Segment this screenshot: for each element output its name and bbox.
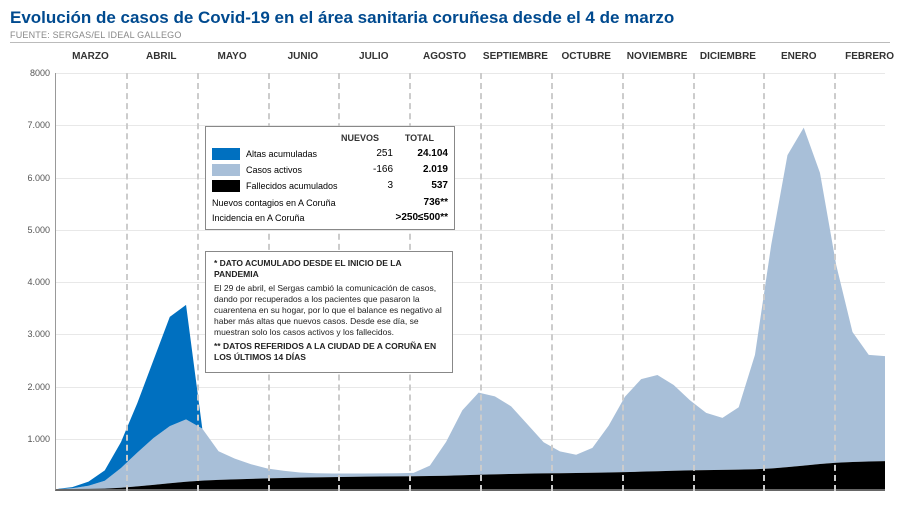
month-label: DICIEMBRE <box>700 51 756 62</box>
chart-subtitle: FUENTE: SERGAS/EL IDEAL GALLEGO <box>10 30 890 40</box>
y-tick-label: 8000 <box>10 68 50 78</box>
legend-total: 2.019 <box>393 164 448 175</box>
legend-label: Fallecidos acumulados <box>246 181 338 191</box>
y-tick-label: 1.000 <box>10 434 50 444</box>
legend-foot-value: 736** <box>368 197 448 208</box>
legend-foot-label: Nuevos contagios en A Coruña <box>212 198 368 208</box>
month-label: JUNIO <box>288 51 319 62</box>
legend-nuevos: 251 <box>338 148 393 159</box>
month-label: MAYO <box>218 51 247 62</box>
month-label: SEPTIEMBRE <box>483 51 548 62</box>
month-label: NOVIEMBRE <box>627 51 688 62</box>
month-label: JULIO <box>359 51 388 62</box>
legend-foot-row: Nuevos contagios en A Coruña736** <box>212 197 448 208</box>
note-box: * DATO ACUMULADO DESDE EL INICIO DE LA P… <box>205 251 453 373</box>
legend-total: 537 <box>393 180 448 191</box>
month-separator <box>126 73 128 491</box>
month-label: ENERO <box>781 51 817 62</box>
month-label: OCTUBRE <box>562 51 611 62</box>
y-tick-label: 6.000 <box>10 173 50 183</box>
month-label: AGOSTO <box>423 51 466 62</box>
legend-label: Altas acumuladas <box>246 149 338 159</box>
month-label: FEBRERO <box>845 51 894 62</box>
legend-foot-row: Incidencia en A Coruña>250≤500** <box>212 212 448 223</box>
legend-col-nuevos: NUEVOS <box>324 133 379 143</box>
chart-title: Evolución de casos de Covid-19 en el áre… <box>10 8 890 28</box>
month-label: MARZO <box>72 51 109 62</box>
series-activos <box>56 128 885 489</box>
y-tick-label: 3.000 <box>10 329 50 339</box>
legend-nuevos: -166 <box>338 164 393 175</box>
legend-row: Altas acumuladas25124.104 <box>212 146 448 161</box>
month-separator <box>480 73 482 491</box>
legend-nuevos: 3 <box>338 180 393 191</box>
month-separator <box>551 73 553 491</box>
y-tick-label: 7.000 <box>10 120 50 130</box>
legend-swatch <box>212 164 240 176</box>
y-tick-label: 5.000 <box>10 225 50 235</box>
legend-swatch <box>212 148 240 160</box>
legend-swatch <box>212 180 240 192</box>
month-separator <box>622 73 624 491</box>
legend-foot-label: Incidencia en A Coruña <box>212 213 368 223</box>
legend-row: Casos activos-1662.019 <box>212 162 448 177</box>
month-label: ABRIL <box>146 51 177 62</box>
chart: MARZO ABRIL MAYO JUNIO JULIO AGOSTO SEPTIEMBRE… <box>10 51 890 506</box>
legend-col-total: TOTAL <box>379 133 434 143</box>
month-separator <box>763 73 765 491</box>
month-separator <box>693 73 695 491</box>
y-tick-label: 4.000 <box>10 277 50 287</box>
legend-label: Casos activos <box>246 165 338 175</box>
month-axis: MARZO ABRIL MAYO JUNIO JULIO AGOSTO SEPTIEMBRE… <box>55 51 890 69</box>
legend-foot-value: >250≤500** <box>368 212 448 223</box>
legend-total: 24.104 <box>393 148 448 159</box>
month-separator <box>834 73 836 491</box>
month-separator <box>197 73 199 491</box>
note-line-3: ** DATOS REFERIDOS A LA CIUDAD DE A CORU… <box>214 341 444 363</box>
legend-box: NUEVOS TOTAL Altas acumuladas25124.104Ca… <box>205 126 455 230</box>
note-line-1: * DATO ACUMULADO DESDE EL INICIO DE LA P… <box>214 258 444 280</box>
plot-area <box>55 73 885 491</box>
legend-row: Fallecidos acumulados3537 <box>212 178 448 193</box>
note-line-2: El 29 de abril, el Sergas cambió la comu… <box>214 283 444 338</box>
y-tick-label: 2.000 <box>10 382 50 392</box>
